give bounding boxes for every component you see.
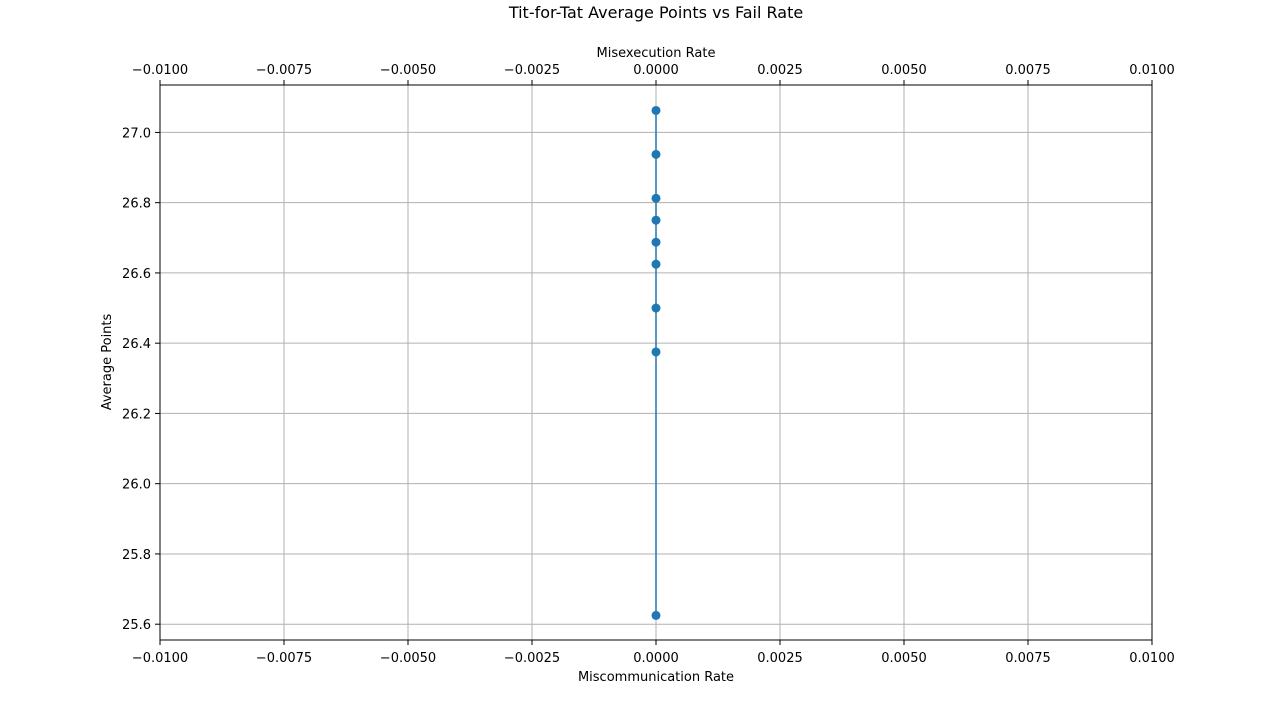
x-tick-label: 0.0000 bbox=[633, 651, 679, 666]
top-x-tick-label: −0.0075 bbox=[256, 63, 312, 78]
x-tick-label: 0.0075 bbox=[1005, 651, 1051, 666]
x-axis-label: Miscommunication Rate bbox=[578, 670, 734, 685]
y-axis-label: Average Points bbox=[100, 313, 115, 410]
top-x-tick-label: 0.0000 bbox=[633, 63, 679, 78]
top-x-tick-label: 0.0025 bbox=[757, 63, 803, 78]
x-tick-label: 0.0025 bbox=[757, 651, 803, 666]
y-tick-label: 26.8 bbox=[122, 197, 151, 212]
y-tick-label: 26.2 bbox=[122, 407, 151, 422]
x-tick-label: −0.0050 bbox=[380, 651, 436, 666]
data-point bbox=[651, 149, 661, 159]
y-tick-label: 25.8 bbox=[122, 548, 151, 563]
y-tick-label: 26.0 bbox=[122, 478, 151, 493]
top-x-tick-label: 0.0050 bbox=[881, 63, 927, 78]
data-point bbox=[651, 237, 661, 247]
data-point bbox=[651, 610, 661, 620]
chart-title: Tit-for-Tat Average Points vs Fail Rate bbox=[508, 3, 803, 22]
data-point bbox=[651, 193, 661, 203]
ticks: −0.0100 −0.0100 −0.0075 −0.0075 −0.0050 −0.00… bbox=[122, 63, 1175, 666]
data-point bbox=[651, 259, 661, 269]
data-point bbox=[651, 105, 661, 115]
x-tick-label: −0.0075 bbox=[256, 651, 312, 666]
x-tick-label: 0.0100 bbox=[1129, 651, 1175, 666]
y-tick-label: 26.6 bbox=[122, 267, 151, 282]
top-x-tick-label: −0.0050 bbox=[380, 63, 436, 78]
top-x-tick-label: −0.0100 bbox=[132, 63, 188, 78]
y-tick-label: 26.4 bbox=[122, 337, 151, 352]
top-x-tick-label: 0.0100 bbox=[1129, 63, 1175, 78]
top-x-axis-label: Misexecution Rate bbox=[597, 46, 716, 61]
x-tick-label: 0.0050 bbox=[881, 651, 927, 666]
top-x-tick-label: 0.0075 bbox=[1005, 63, 1051, 78]
series bbox=[651, 105, 661, 620]
top-x-tick-label: −0.0025 bbox=[504, 63, 560, 78]
y-tick-label: 27.0 bbox=[122, 126, 151, 141]
y-tick-label: 25.6 bbox=[122, 618, 151, 633]
data-point bbox=[651, 303, 661, 313]
x-tick-label: −0.0025 bbox=[504, 651, 560, 666]
data-point bbox=[651, 215, 661, 225]
data-point bbox=[651, 347, 661, 357]
x-tick-label: −0.0100 bbox=[132, 651, 188, 666]
